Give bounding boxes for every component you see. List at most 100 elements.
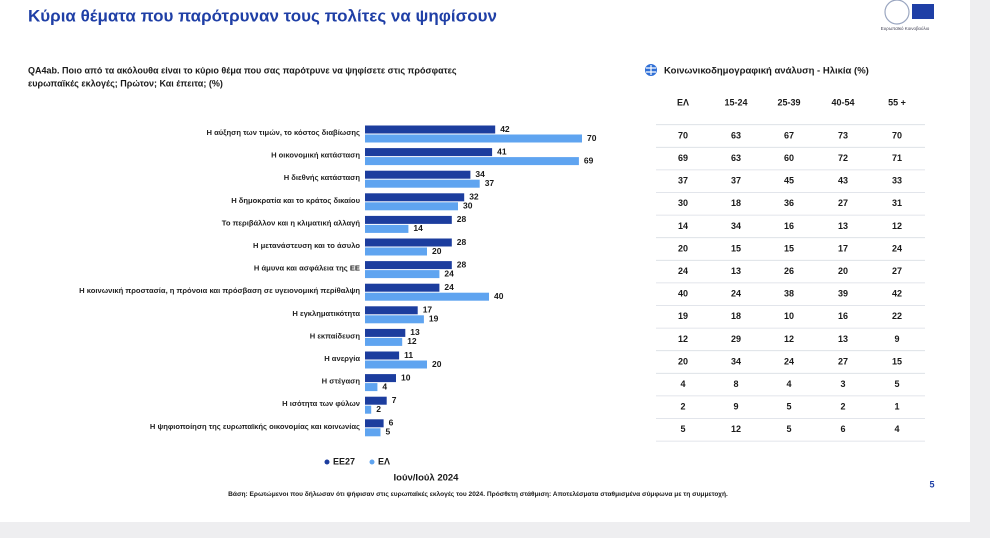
logo-text: Ευρωπαϊκό Κοινοβούλιο [881, 25, 930, 31]
table-cell: 4 [680, 379, 685, 389]
value-label: 28 [457, 237, 467, 247]
slide-background [0, 0, 970, 522]
table-cell: 19 [678, 311, 688, 321]
table-cell: 18 [731, 198, 741, 208]
table-cell: 30 [678, 198, 688, 208]
table-cell: 70 [678, 130, 688, 140]
table-header: 15-24 [724, 97, 747, 107]
value-label: 30 [463, 201, 473, 211]
value-label: 6 [389, 418, 394, 428]
table-cell: 24 [731, 289, 741, 299]
bar [365, 193, 465, 202]
bar [365, 202, 458, 211]
table-cell: 24 [678, 266, 688, 276]
table-cell: 67 [784, 130, 794, 140]
table-header: 25-39 [777, 97, 800, 107]
bar [365, 383, 378, 392]
table-cell: 45 [784, 176, 794, 186]
table-cell: 42 [892, 289, 902, 299]
table-cell: 13 [838, 221, 848, 231]
table-cell: 38 [784, 289, 794, 299]
value-label: 34 [475, 169, 485, 179]
table-cell: 24 [892, 243, 902, 253]
bar [365, 428, 381, 437]
table-cell: 17 [838, 243, 848, 253]
period: Ιούν/Ιούλ 2024 [394, 473, 460, 484]
table-cell: 20 [838, 266, 848, 276]
legend-marker [369, 459, 375, 465]
value-label: 70 [587, 133, 597, 143]
bar [365, 374, 396, 383]
bar [365, 224, 409, 233]
table-cell: 43 [838, 176, 848, 186]
table-cell: 14 [678, 221, 688, 231]
table-header: ΕΛ [677, 97, 689, 107]
table-cell: 37 [731, 176, 741, 186]
table-cell: 71 [892, 153, 902, 163]
table-cell: 2 [840, 402, 845, 412]
value-label: 20 [432, 359, 442, 369]
table-cell: 5 [786, 424, 791, 434]
value-label: 14 [413, 223, 423, 233]
value-label: 17 [423, 305, 433, 315]
table-cell: 60 [784, 153, 794, 163]
table-cell: 70 [892, 130, 902, 140]
table-cell: 5 [894, 379, 899, 389]
value-label: 11 [404, 350, 413, 360]
table-cell: 72 [838, 153, 848, 163]
bar [365, 125, 496, 134]
category-label: Η ανεργία [324, 354, 360, 363]
table-cell: 3 [840, 379, 845, 389]
value-label: 4 [382, 381, 387, 391]
bar [365, 157, 579, 166]
legend-label: ΕΛ [378, 456, 390, 466]
bar [365, 328, 406, 337]
table-cell: 69 [678, 153, 688, 163]
bar [365, 283, 440, 292]
question: ευρωπαϊκές εκλογές; Πρώτον; Και έπειτα; … [28, 78, 223, 88]
table-cell: 63 [731, 153, 741, 163]
table-cell: 10 [784, 311, 794, 321]
table-cell: 27 [892, 266, 902, 276]
table-cell: 13 [731, 266, 741, 276]
bar [365, 306, 418, 315]
table-cell: 8 [733, 379, 738, 389]
bar [365, 270, 440, 279]
table-cell: 12 [678, 334, 688, 344]
table-cell: 39 [838, 289, 848, 299]
table-cell: 15 [731, 243, 741, 253]
table-cell: 20 [678, 356, 688, 366]
table-cell: 4 [894, 424, 899, 434]
value-label: 13 [410, 327, 420, 337]
value-label: 32 [469, 192, 479, 202]
table-cell: 18 [731, 311, 741, 321]
category-label: Η ψηφιοποίηση της ευρωπαϊκής οικονομίας … [150, 422, 360, 431]
table-cell: 34 [731, 221, 741, 231]
bar [365, 292, 489, 301]
question: QA4ab. Ποιο από τα ακόλουθα είναι το κύρ… [28, 65, 457, 75]
bar [365, 405, 372, 414]
table-cell: 27 [838, 198, 848, 208]
logo-emblem [884, 0, 910, 25]
bar [365, 351, 400, 360]
table-cell: 16 [784, 221, 794, 231]
value-label: 5 [386, 427, 391, 437]
bar [365, 148, 493, 157]
table-cell: 5 [786, 402, 791, 412]
title: Κύρια θέματα που παρότρυναν τους πολίτες… [28, 6, 497, 25]
value-label: 28 [457, 259, 467, 269]
value-label: 2 [376, 404, 381, 414]
footnote: Βάση: Ερωτώμενοι που δήλωσαν ότι ψήφισαν… [228, 490, 728, 498]
flag-icon-cross [646, 65, 656, 75]
table-cell: 29 [731, 334, 741, 344]
table-cell: 6 [840, 424, 845, 434]
page-number: 5 [929, 479, 934, 489]
table-cell: 4 [786, 379, 791, 389]
table-cell: 33 [892, 176, 902, 186]
bar [365, 360, 427, 369]
table-cell: 16 [838, 311, 848, 321]
bar [365, 337, 403, 346]
table-header: 55 + [888, 97, 906, 107]
value-label: 24 [444, 282, 454, 292]
